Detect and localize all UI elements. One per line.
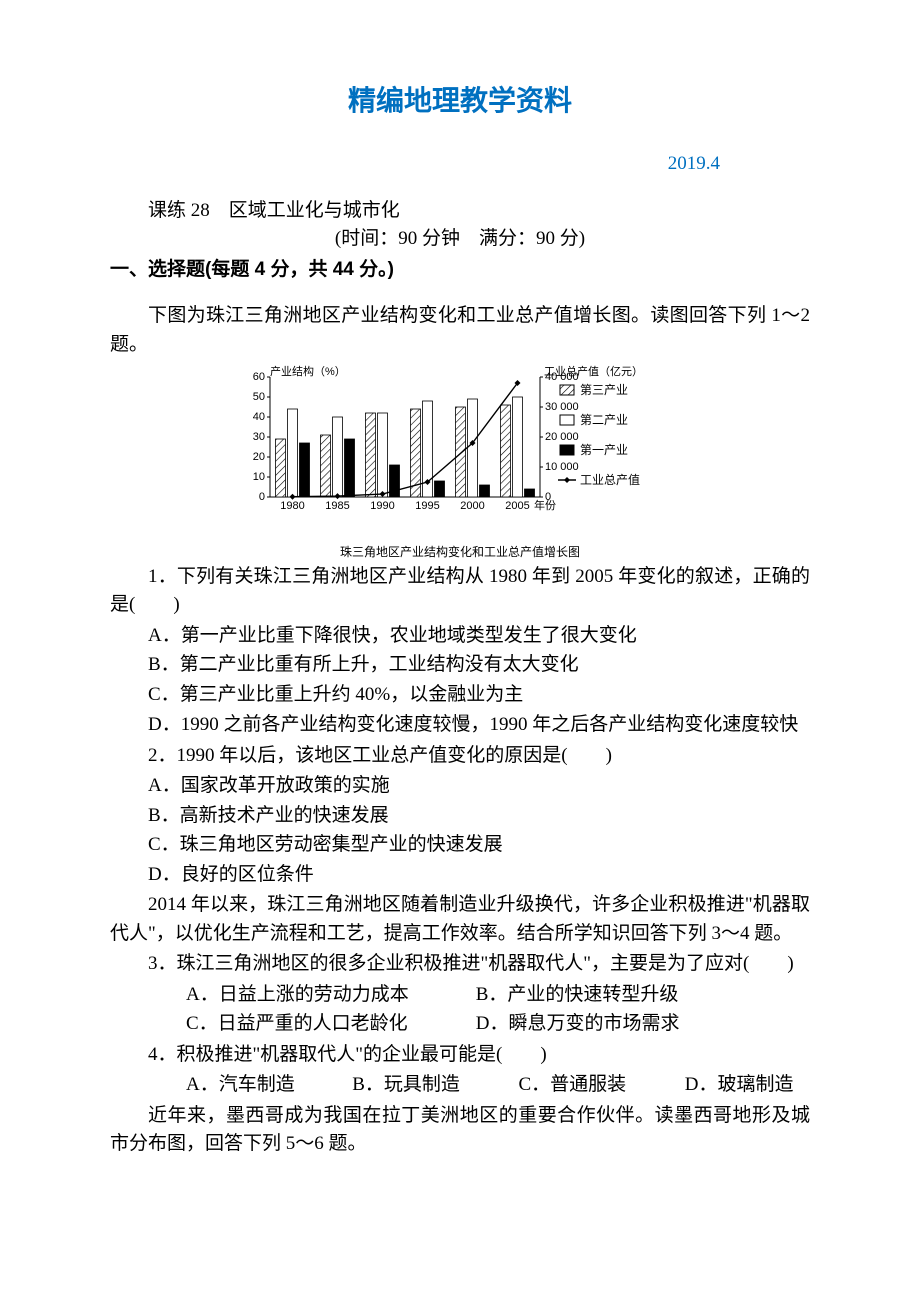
svg-text:1990: 1990: [370, 500, 394, 512]
q3-options-row1: A．日益上涨的劳动力成本 B．产业的快速转型升级: [110, 981, 810, 1010]
q2-option-c: C．珠三角地区劳动密集型产业的快速发展: [110, 831, 810, 860]
section-1-heading: 一、选择题(每题 4 分，共 44 分。): [110, 256, 810, 285]
q3-stem: 3．珠江三角洲地区的很多企业积极推进"机器取代人"，主要是为了应对( ): [110, 950, 810, 979]
doc-date: 2019.4: [110, 150, 810, 179]
svg-text:0: 0: [259, 491, 265, 503]
chart-caption: 珠三角地区产业结构变化和工业总产值增长图: [230, 543, 690, 561]
q1-2-intro: 下图为珠江三角洲地区产业结构变化和工业总产值增长图。读图回答下列 1～2 题。: [110, 302, 810, 359]
q1-option-c: C．第三产业比重上升约 40%，以金融业为主: [110, 681, 810, 710]
q1-option-b: B．第二产业比重有所上升，工业结构没有太大变化: [110, 651, 810, 680]
svg-text:50: 50: [253, 391, 265, 403]
svg-text:第三产业: 第三产业: [580, 383, 628, 397]
svg-text:第一产业: 第一产业: [580, 443, 628, 457]
svg-text:2000: 2000: [460, 500, 484, 512]
page: 精编地理教学资料 2019.4 课练 28 区域工业化与城市化 (时间：90 分…: [0, 0, 920, 1221]
q4-stem: 4．积极推进"机器取代人"的企业最可能是( ): [110, 1041, 810, 1070]
svg-text:20 000: 20 000: [545, 431, 579, 443]
q3-option-d: D．瞬息万变的市场需求: [438, 1010, 680, 1039]
lesson-time-score: (时间：90 分钟 满分：90 分): [110, 225, 810, 254]
q4-option-b: B．玩具制造: [314, 1071, 476, 1100]
industry-structure-chart: 产业结构（%）工业总产值（亿元）0102030405060010 00020 0…: [230, 365, 690, 535]
svg-text:1995: 1995: [415, 500, 439, 512]
svg-text:年份: 年份: [534, 498, 556, 512]
q3-option-a: A．日益上涨的劳动力成本: [148, 981, 433, 1010]
q4-options: A．汽车制造 B．玩具制造 C．普通服装 D．玻璃制造: [110, 1071, 810, 1100]
svg-text:2005: 2005: [505, 500, 529, 512]
lesson-number: 课练 28 区域工业化与城市化: [110, 197, 810, 226]
doc-title: 精编地理教学资料: [110, 80, 810, 122]
q2-option-a: A．国家改革开放政策的实施: [110, 772, 810, 801]
q3-option-c: C．日益严重的人口老龄化: [148, 1010, 433, 1039]
svg-text:20: 20: [253, 451, 265, 463]
q4-option-c: C．普通服装: [481, 1071, 643, 1100]
q3-4-intro: 2014 年以来，珠江三角洲地区随着制造业升级换代，许多企业积极推进"机器取代人…: [110, 891, 810, 948]
svg-text:1985: 1985: [325, 500, 349, 512]
q4-option-d: D．玻璃制造: [647, 1071, 794, 1100]
svg-text:10 000: 10 000: [545, 461, 579, 473]
svg-text:30 000: 30 000: [545, 401, 579, 413]
svg-text:第二产业: 第二产业: [580, 413, 628, 427]
q2-option-d: D．良好的区位条件: [110, 861, 810, 890]
svg-text:60: 60: [253, 371, 265, 383]
q2-stem: 2．1990 年以后，该地区工业总产值变化的原因是( ): [110, 742, 810, 771]
svg-text:30: 30: [253, 431, 265, 443]
q1-option-a: A．第一产业比重下降很快，农业地域类型发生了很大变化: [110, 622, 810, 651]
svg-text:10: 10: [253, 471, 265, 483]
svg-text:40 000: 40 000: [545, 371, 579, 383]
svg-text:产业结构（%）: 产业结构（%）: [270, 365, 346, 378]
svg-text:工业总产值: 工业总产值: [580, 472, 640, 487]
q1-option-d: D．1990 之前各产业结构变化速度较慢，1990 年之后各产业结构变化速度较快: [110, 711, 810, 740]
q3-options-row2: C．日益严重的人口老龄化 D．瞬息万变的市场需求: [110, 1010, 810, 1039]
svg-text:1980: 1980: [280, 500, 304, 512]
q1-stem: 1．下列有关珠江三角洲地区产业结构从 1980 年到 2005 年变化的叙述，正…: [110, 563, 810, 620]
q5-6-intro: 近年来，墨西哥成为我国在拉丁美洲地区的重要合作伙伴。读墨西哥地形及城市分布图，回…: [110, 1102, 810, 1159]
q3-option-b: B．产业的快速转型升级: [438, 981, 679, 1010]
chart-container: 产业结构（%）工业总产值（亿元）0102030405060010 00020 0…: [230, 365, 690, 561]
q4-option-a: A．汽车制造: [148, 1071, 310, 1100]
svg-text:40: 40: [253, 411, 265, 423]
q2-option-b: B．高新技术产业的快速发展: [110, 802, 810, 831]
